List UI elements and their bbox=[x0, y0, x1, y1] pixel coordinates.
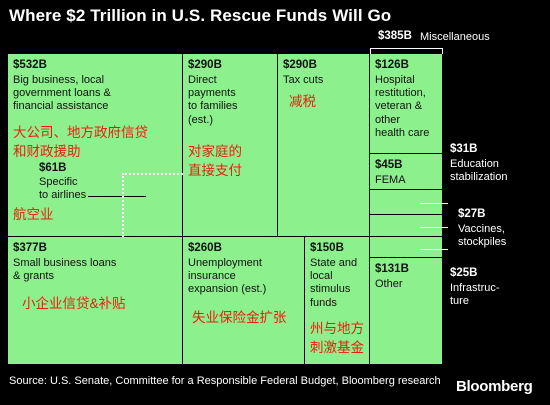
cell-small-business: $377B Small business loans & grants 小企业信… bbox=[8, 237, 183, 365]
airlines-subregion-border-vertical bbox=[122, 173, 124, 237]
cell-fema: $45B FEMA bbox=[370, 154, 443, 190]
cell-direct-payments: $290B Direct payments to families (est.)… bbox=[183, 54, 278, 237]
value-label-airlines: $61B bbox=[39, 162, 67, 174]
value-label: $290B bbox=[188, 59, 222, 71]
value-label: $131B bbox=[375, 263, 409, 275]
infrastructure-category-label: Infrastruc- ture bbox=[450, 282, 500, 308]
education-value-label: $31B bbox=[450, 143, 478, 155]
value-label: $45B bbox=[375, 159, 403, 171]
chart-title: Where $2 Trillion in U.S. Rescue Funds W… bbox=[9, 6, 392, 25]
chinese-label: 减税 bbox=[289, 94, 316, 109]
category-label: Small business loans & grants bbox=[13, 257, 117, 283]
chinese-label: 对家庭的 直接支付 bbox=[188, 144, 242, 178]
vaccines-leader-line bbox=[420, 227, 448, 228]
cell-vaccines bbox=[370, 215, 443, 237]
education-leader-line bbox=[420, 203, 448, 204]
cell-hospital: $126B Hospital restitution, veteran & ot… bbox=[370, 54, 443, 154]
category-label: Other bbox=[375, 278, 403, 290]
cell-education bbox=[370, 190, 443, 215]
misc-category-label: Miscellaneous bbox=[420, 31, 490, 43]
cell-big-business: $532B Big business, local government loa… bbox=[8, 54, 183, 237]
value-label: $150B bbox=[310, 242, 344, 254]
infrastructure-value-label: $25B bbox=[450, 267, 478, 279]
cell-other-misc: $131B Other bbox=[370, 258, 443, 365]
chinese-label: 失业保险金扩张 bbox=[192, 310, 287, 325]
vaccines-category-label: Vaccines, stockpiles bbox=[458, 223, 507, 249]
bloomberg-logo: Bloomberg bbox=[456, 378, 533, 395]
category-label-airlines: Specific to airlines bbox=[39, 176, 87, 202]
category-label: Tax cuts bbox=[283, 74, 324, 86]
misc-bracket-top bbox=[370, 48, 443, 49]
airlines-leader-line bbox=[88, 196, 146, 197]
chinese-label: 州与地方 刺激基金 bbox=[310, 321, 364, 355]
value-label: $260B bbox=[188, 242, 222, 254]
category-label: Hospital restitution, veteran & other he… bbox=[375, 74, 430, 139]
category-label: Big business, local government loans & f… bbox=[13, 74, 111, 113]
category-label: State and local stimulus funds bbox=[310, 257, 358, 309]
misc-bracket-left bbox=[370, 48, 371, 54]
source-note: Source: U.S. Senate, Committee for a Res… bbox=[9, 375, 441, 387]
value-label: $290B bbox=[283, 59, 317, 71]
chinese-label-airlines: 航空业 bbox=[13, 207, 54, 222]
cell-tax-cuts: $290B Tax cuts 减税 bbox=[278, 54, 370, 237]
value-label: $532B bbox=[13, 59, 47, 71]
chinese-label: 小企业信贷&补贴 bbox=[22, 296, 126, 311]
education-category-label: Education stabilization bbox=[450, 158, 508, 184]
value-label: $126B bbox=[375, 59, 409, 71]
cell-state-local: $150B State and local stimulus funds 州与地… bbox=[305, 237, 370, 365]
infrastructure-leader-line bbox=[420, 249, 448, 250]
category-label: Direct payments to families (est.) bbox=[188, 74, 238, 126]
airlines-subregion-border bbox=[122, 173, 183, 175]
category-label: Unemployment insurance expansion (est.) bbox=[188, 257, 267, 296]
category-label: FEMA bbox=[375, 174, 406, 186]
chinese-label: 大公司、地方政府信贷 和财政援助 bbox=[13, 125, 148, 159]
misc-value-label: $385B bbox=[378, 30, 412, 42]
value-label: $377B bbox=[13, 242, 47, 254]
vaccines-value-label: $27B bbox=[458, 208, 486, 220]
cell-infrastructure bbox=[370, 237, 443, 258]
misc-bracket-right bbox=[442, 48, 443, 54]
cell-unemployment: $260B Unemployment insurance expansion (… bbox=[183, 237, 305, 365]
